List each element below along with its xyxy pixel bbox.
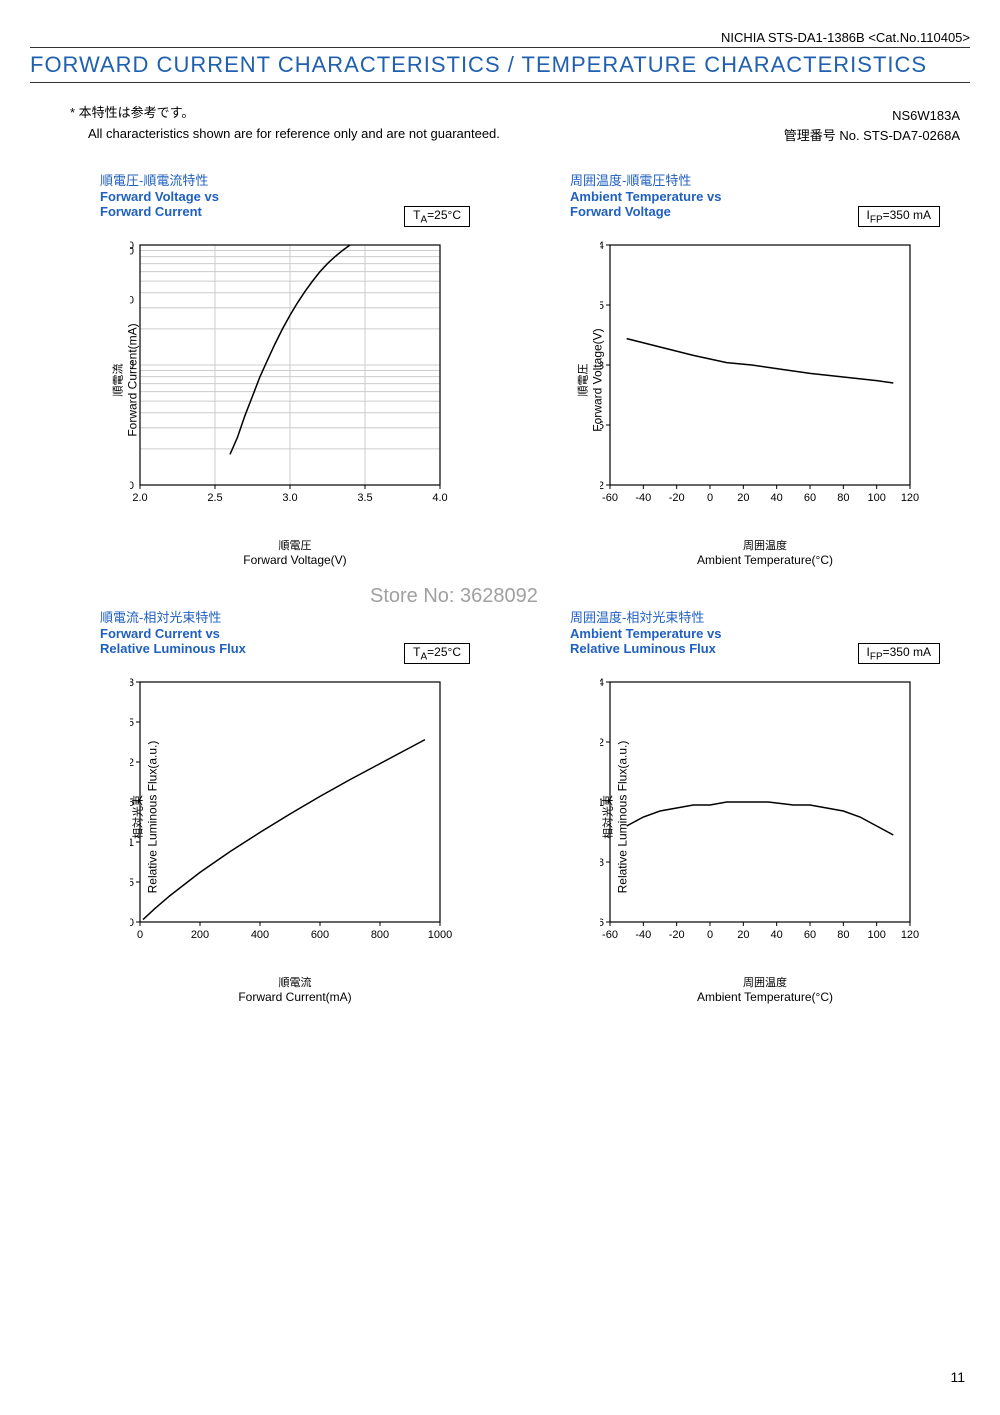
svg-text:350: 350: [130, 294, 134, 306]
svg-text:1.4: 1.4: [600, 677, 604, 689]
svg-text:4: 4: [600, 240, 604, 252]
svg-text:800: 800: [371, 929, 389, 941]
chart-title-jp: 順電流-相対光束特性: [100, 607, 480, 626]
product-number: NS6W183A: [784, 106, 960, 126]
doc-header: NICHIA STS-DA1-1386B <Cat.No.110405>: [30, 30, 970, 48]
x-axis-label: 周囲温度 Ambient Temperature(°C): [510, 974, 950, 1004]
page-number: 11: [950, 1369, 965, 1385]
svg-text:1: 1: [600, 797, 604, 809]
svg-text:4.0: 4.0: [432, 492, 447, 504]
x-axis-label: 順電圧 Forward Voltage(V): [40, 537, 480, 567]
chart-title-jp: 順電圧-順電流特性: [100, 170, 480, 189]
svg-text:0.6: 0.6: [600, 917, 604, 929]
svg-text:0.5: 0.5: [130, 877, 134, 889]
plot-svg: 2.02.53.03.54.0101003509001000: [130, 235, 460, 515]
chart-voltage-current: 順電圧-順電流特性 Forward Voltage vs Forward Cur…: [40, 170, 480, 567]
svg-text:40: 40: [771, 492, 783, 504]
svg-text:120: 120: [901, 492, 919, 504]
svg-text:100: 100: [130, 360, 134, 372]
svg-text:600: 600: [311, 929, 329, 941]
svg-text:3: 3: [130, 677, 134, 689]
svg-text:-60: -60: [602, 492, 618, 504]
chart-temp-voltage: 周囲温度-順電圧特性 Ambient Temperature vs Forwar…: [510, 170, 950, 567]
svg-text:60: 60: [804, 929, 816, 941]
svg-text:3.5: 3.5: [600, 300, 604, 312]
svg-text:0: 0: [130, 917, 134, 929]
plot-wrap: 相対光束 Relative Luminous Flux(a.u.) 020040…: [40, 662, 480, 972]
svg-text:400: 400: [251, 929, 269, 941]
right-info: NS6W183A 管理番号 No. STS-DA7-0268A: [784, 106, 960, 145]
control-number: 管理番号 No. STS-DA7-0268A: [784, 126, 960, 146]
svg-text:1.2: 1.2: [600, 737, 604, 749]
svg-text:1000: 1000: [130, 240, 134, 252]
chart-temp-flux: 周囲温度-相対光束特性 Ambient Temperature vs Relat…: [510, 607, 950, 1004]
svg-text:2: 2: [130, 757, 134, 769]
svg-text:3.0: 3.0: [282, 492, 297, 504]
svg-text:10: 10: [130, 480, 134, 492]
plot-wrap: 順電流 Forward Current(mA) 2.02.53.03.54.01…: [40, 225, 480, 535]
svg-text:-20: -20: [669, 492, 685, 504]
svg-text:2.5: 2.5: [130, 717, 134, 729]
svg-text:80: 80: [837, 929, 849, 941]
svg-text:-40: -40: [635, 492, 651, 504]
plot-wrap: 相対光束 Relative Luminous Flux(a.u.) -60-40…: [510, 662, 950, 972]
chart-current-flux: 順電流-相対光束特性 Forward Current vs Relative L…: [40, 607, 480, 1004]
svg-text:80: 80: [837, 492, 849, 504]
header-right: NICHIA STS-DA1-1386B <Cat.No.110405>: [721, 30, 970, 45]
svg-text:1.5: 1.5: [130, 797, 134, 809]
svg-text:-20: -20: [669, 929, 685, 941]
plot-svg: -60 -40 -20 0 20 40 60 80 100 120 0.6 0.8 1 1.2 1.4: [600, 672, 930, 952]
svg-text:-60: -60: [602, 929, 618, 941]
x-axis-label: 周囲温度 Ambient Temperature(°C): [510, 537, 950, 567]
svg-text:60: 60: [804, 492, 816, 504]
svg-text:100: 100: [867, 492, 885, 504]
svg-text:-40: -40: [635, 929, 651, 941]
svg-text:0: 0: [707, 492, 713, 504]
svg-text:100: 100: [867, 929, 885, 941]
chart-title-en1: Ambient Temperature vs: [570, 626, 950, 641]
svg-text:2.5: 2.5: [207, 492, 222, 504]
plot-wrap: 順電圧 Forward Voltage(V) -60-40-2002040608…: [510, 225, 950, 535]
svg-text:3: 3: [600, 360, 604, 372]
svg-text:1000: 1000: [428, 929, 452, 941]
chart-title-jp: 周囲温度-順電圧特性: [570, 170, 950, 189]
svg-text:1: 1: [130, 837, 134, 849]
svg-text:3.5: 3.5: [357, 492, 372, 504]
svg-text:0: 0: [707, 929, 713, 941]
x-axis-label: 順電流 Forward Current(mA): [40, 974, 480, 1004]
chart-title-jp: 周囲温度-相対光束特性: [570, 607, 950, 626]
svg-text:0.8: 0.8: [600, 857, 604, 869]
chart-title-en1: Forward Current vs: [100, 626, 480, 641]
main-title: FORWARD CURRENT CHARACTERISTICS / TEMPER…: [30, 48, 970, 83]
svg-text:2: 2: [600, 480, 604, 492]
chart-title-en1: Ambient Temperature vs: [570, 189, 950, 204]
svg-text:0: 0: [137, 929, 143, 941]
plot-svg: 0 200 400 600 800 1000 0 0.5 1 1.5 2 2.5 3: [130, 672, 460, 952]
svg-text:120: 120: [901, 929, 919, 941]
svg-text:200: 200: [191, 929, 209, 941]
svg-text:20: 20: [737, 929, 749, 941]
chart-title-en1: Forward Voltage vs: [100, 189, 480, 204]
plot-svg: -60 -40 -20 0 20 40 60 80 100 120 2 2.5 3 3.5 4: [600, 235, 930, 515]
watermark: Store No: 3628092: [370, 585, 538, 608]
svg-text:2.5: 2.5: [600, 420, 604, 432]
svg-text:20: 20: [737, 492, 749, 504]
svg-text:40: 40: [771, 929, 783, 941]
svg-text:2.0: 2.0: [132, 492, 147, 504]
